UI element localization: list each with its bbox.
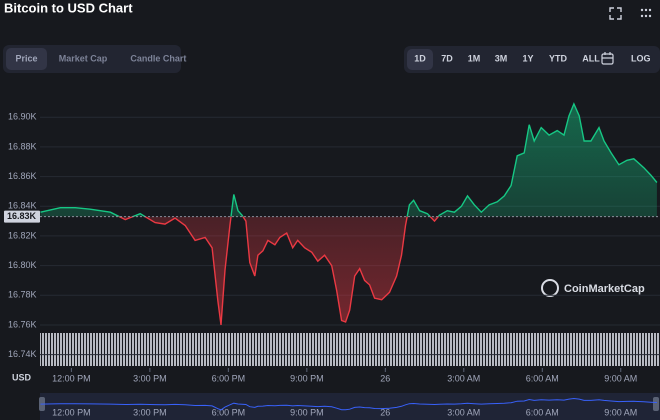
- nav-tick-label: 9:00 AM: [604, 407, 637, 417]
- range-button[interactable]: 1D: [414, 53, 426, 63]
- nav-tick-label: 26: [380, 407, 390, 417]
- tab-active: [6, 48, 47, 70]
- y-tick-label: 16.74K: [8, 349, 37, 359]
- price-label: 16.83K: [7, 211, 37, 221]
- nav-tick-label: 6:00 PM: [212, 407, 246, 417]
- nav-tick-label: 3:00 PM: [133, 407, 167, 417]
- y-tick-label: 16.86K: [8, 171, 37, 181]
- tab[interactable]: Price: [15, 53, 37, 63]
- range-group: [404, 46, 660, 73]
- y-tick-label: 16.76K: [8, 319, 37, 329]
- line-down: [117, 216, 440, 325]
- line-up: [40, 102, 658, 217]
- y-tick-label: 16.84K: [8, 201, 37, 211]
- tab-group: [3, 45, 181, 73]
- area-down: [119, 216, 439, 325]
- y-tick-label: 16.78K: [8, 290, 37, 300]
- x-tick-label: 6:00 AM: [526, 373, 559, 383]
- range-button[interactable]: YTD: [549, 53, 568, 63]
- y-tick-label: 16.82K: [8, 230, 37, 240]
- nav-tick-label: 3:00 AM: [447, 407, 480, 417]
- watermark-text: CoinMarketCap: [564, 283, 645, 295]
- nav-tick-label: 9:00 PM: [290, 407, 324, 417]
- x-tick-label: 6:00 PM: [212, 373, 246, 383]
- log-button[interactable]: LOG: [631, 53, 651, 63]
- navigator-line: [40, 397, 657, 411]
- y-tick-label: 16.90K: [8, 112, 37, 122]
- range-button[interactable]: 1M: [468, 53, 481, 63]
- fullscreen-icon[interactable]: [609, 7, 622, 20]
- tab[interactable]: Candle Chart: [130, 53, 186, 63]
- title: Bitcoin to USD Chart: [4, 0, 133, 15]
- tab[interactable]: Market Cap: [59, 53, 108, 63]
- x-tick-label: 3:00 AM: [447, 373, 480, 383]
- range-button[interactable]: 7D: [441, 53, 453, 63]
- menu-icon[interactable]: [640, 8, 652, 18]
- nav-tick-label: 6:00 AM: [526, 407, 559, 417]
- currency-label: USD: [12, 372, 32, 382]
- range-active: [407, 49, 433, 70]
- range-button[interactable]: 1Y: [522, 53, 533, 63]
- volume-pattern: [40, 333, 660, 366]
- y-tick-label: 16.88K: [8, 141, 37, 151]
- x-tick-label: 12:00 PM: [52, 373, 91, 383]
- nav-tick-label: 12:00 PM: [52, 407, 91, 417]
- navigator: [40, 393, 660, 420]
- price-label-bg: [4, 210, 40, 223]
- calendar-icon[interactable]: [601, 52, 614, 65]
- navigator-handle[interactable]: [653, 397, 659, 411]
- x-tick-label: 9:00 PM: [290, 373, 324, 383]
- x-tick-label: 9:00 AM: [604, 373, 637, 383]
- watermark: CoinMarketCap: [541, 279, 645, 297]
- y-tick-label: 16.80K: [8, 260, 37, 270]
- area-up: [40, 103, 657, 217]
- x-tick-label: 3:00 PM: [133, 373, 167, 383]
- x-tick-label: 26: [380, 373, 390, 383]
- range-button[interactable]: ALL: [582, 53, 600, 63]
- range-button[interactable]: 3M: [495, 53, 508, 63]
